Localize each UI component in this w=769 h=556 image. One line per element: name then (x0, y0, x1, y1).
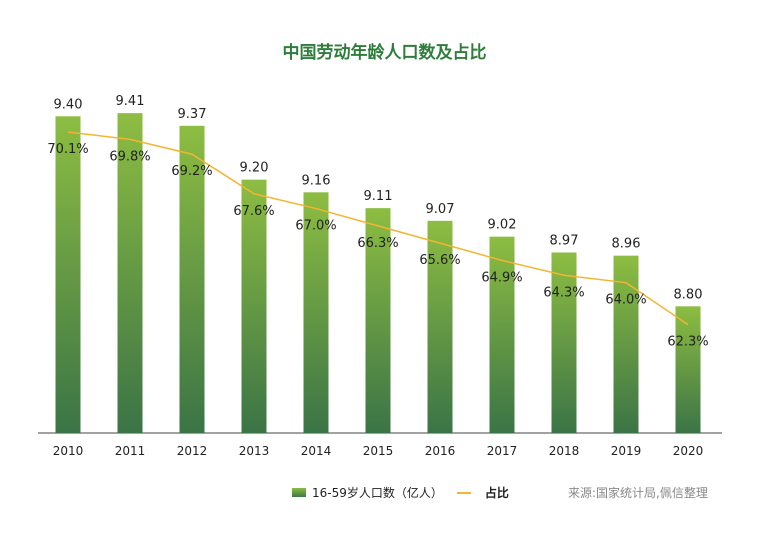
bar-label-2018: 8.97 (550, 233, 579, 248)
bar-label-2014: 9.16 (302, 173, 331, 188)
chart-title: 中国劳动年龄人口数及占比 (282, 43, 487, 63)
line-label-2011: 69.8% (109, 149, 150, 164)
line-label-2014: 67.0% (295, 219, 336, 234)
bar-label-2012: 9.37 (178, 107, 207, 122)
legend: 16-59岁人口数（亿人） 占比 (292, 484, 509, 501)
bar-2016 (427, 220, 453, 433)
line-series (67, 131, 689, 326)
x-tick-2019: 2019 (611, 444, 642, 458)
bar-2010 (55, 116, 81, 434)
line-label-2010: 70.1% (47, 142, 88, 157)
bar-label-2011: 9.41 (116, 94, 145, 109)
line-label-2013: 67.6% (233, 204, 274, 219)
x-tick-2013: 2013 (239, 444, 270, 458)
legend-line-swatch (456, 491, 471, 494)
x-tick-2017: 2017 (487, 444, 518, 458)
bar-label-2015: 9.11 (364, 189, 393, 204)
bar-label-2020: 8.80 (674, 287, 703, 302)
bar-2012 (179, 125, 205, 434)
line-label-2018: 64.3% (543, 285, 584, 300)
legend-line-label: 占比 (484, 486, 509, 500)
bar-label-2019: 8.96 (612, 237, 641, 252)
source-note: 来源:国家统计局,佩信整理 (568, 486, 708, 500)
line-label-2020: 62.3% (667, 335, 708, 350)
line-label-2012: 69.2% (171, 164, 212, 179)
bar-label-2016: 9.07 (426, 202, 455, 217)
bar-label-2017: 9.02 (488, 218, 517, 233)
line-label-2016: 65.6% (419, 253, 460, 268)
bar-2011 (117, 113, 143, 434)
bar-label-2010: 9.40 (54, 97, 83, 112)
bar-2014 (303, 192, 329, 433)
x-tick-2020: 2020 (673, 444, 704, 458)
line-label-2017: 64.9% (481, 270, 522, 285)
x-tick-2012: 2012 (177, 444, 208, 458)
bar-2018 (551, 252, 577, 433)
legend-bar-swatch (292, 488, 306, 497)
x-tick-2011: 2011 (115, 444, 146, 458)
bar-2020 (675, 306, 701, 433)
bar-2013 (241, 179, 267, 433)
bar-label-2013: 9.20 (240, 161, 269, 176)
bar-2019 (613, 255, 639, 433)
legend-bar-label: 16-59岁人口数（亿人） (312, 486, 443, 500)
bar-2017 (489, 236, 515, 433)
x-tick-2014: 2014 (301, 444, 332, 458)
bar-2015 (365, 208, 391, 433)
x-tick-2016: 2016 (425, 444, 456, 458)
x-tick-2015: 2015 (363, 444, 394, 458)
line-label-2015: 66.3% (357, 236, 398, 251)
x-tick-2010: 2010 (53, 444, 84, 458)
line-label-2019: 64.0% (605, 293, 646, 308)
x-tick-2018: 2018 (549, 444, 580, 458)
